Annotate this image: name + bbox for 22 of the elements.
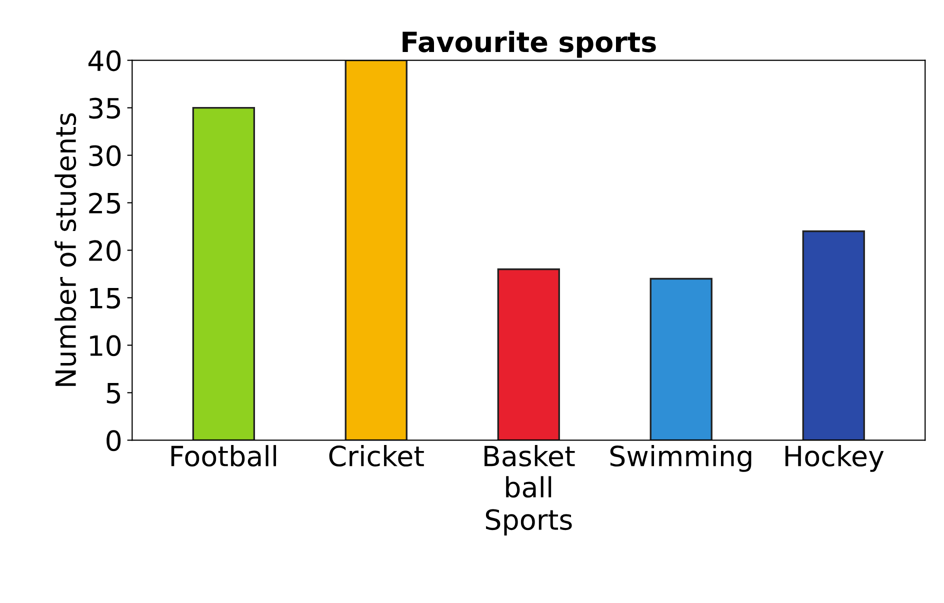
y-tick-label: 35 bbox=[89, 98, 120, 119]
bar bbox=[344, 60, 408, 440]
bar bbox=[192, 106, 255, 440]
y-tick-label: 30 bbox=[89, 145, 121, 166]
x-axis-title: Sports bbox=[486, 509, 572, 536]
y-tick-label: 15 bbox=[90, 288, 120, 309]
x-tick-label: Basket ball bbox=[484, 445, 575, 498]
x-tick-label: Swimming bbox=[610, 445, 752, 472]
y-tick-label: 40 bbox=[88, 50, 121, 72]
y-tick-label: 5 bbox=[106, 383, 120, 404]
y-tick-label: 10 bbox=[90, 335, 121, 356]
y-tick-label: 25 bbox=[89, 192, 120, 214]
bar bbox=[650, 278, 712, 440]
chart-title: Favourite sports bbox=[402, 30, 656, 58]
x-tick-label: Cricket bbox=[329, 445, 424, 467]
x-tick-label: Football bbox=[171, 445, 276, 467]
bar bbox=[497, 268, 560, 440]
bar bbox=[802, 230, 865, 440]
y-axis-title: Number of students bbox=[54, 113, 76, 386]
y-tick-label: 0 bbox=[106, 430, 121, 452]
y-tick-label: 20 bbox=[89, 240, 121, 262]
x-tick-label: Hockey bbox=[785, 445, 884, 472]
